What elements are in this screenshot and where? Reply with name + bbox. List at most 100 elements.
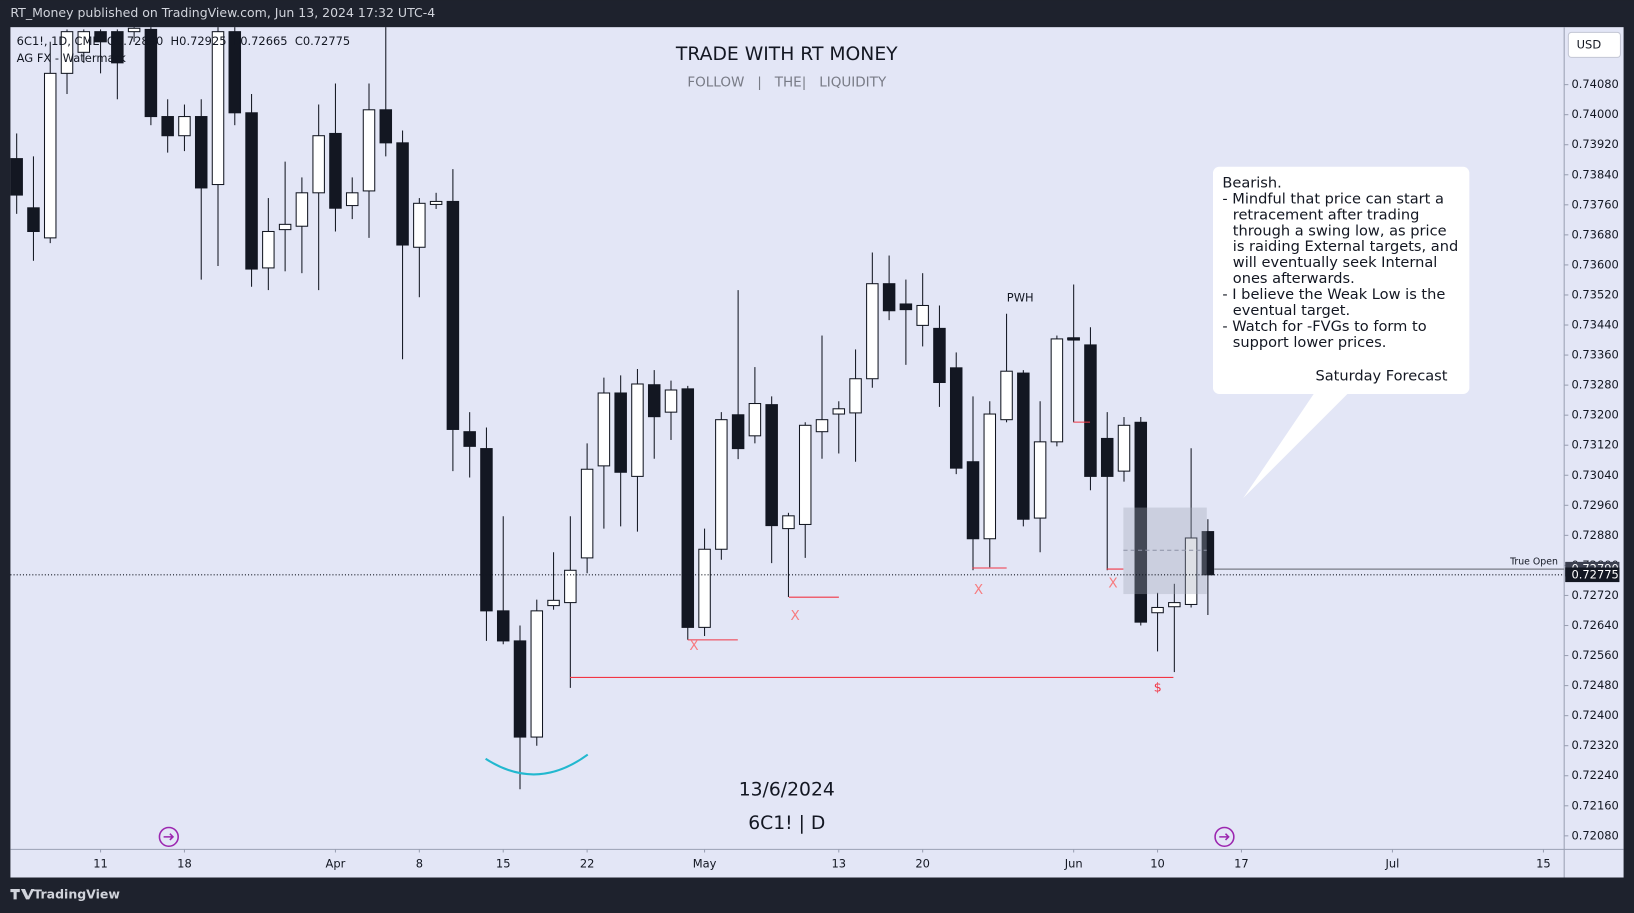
candle-body xyxy=(1117,424,1131,472)
candle-body xyxy=(933,327,946,384)
candle-body xyxy=(111,31,124,64)
candle-body xyxy=(782,515,795,530)
candle-body xyxy=(916,304,929,326)
x-tick-label: 15 xyxy=(1536,856,1551,870)
y-tick-label: 0.74080 xyxy=(1571,77,1618,91)
y-tick-label: 0.73280 xyxy=(1571,378,1618,392)
x-tick-label: May xyxy=(693,856,717,870)
callout-signature: Saturday Forecast xyxy=(1315,367,1447,384)
y-tick-label: 0.74000 xyxy=(1571,107,1618,121)
candle-body xyxy=(278,223,292,231)
candle-body xyxy=(446,200,460,430)
y-tick-label: 0.73440 xyxy=(1571,318,1618,332)
y-tick-label: 0.73200 xyxy=(1571,408,1618,422)
candle-body xyxy=(396,142,409,246)
candle-body xyxy=(798,424,812,525)
candle-body xyxy=(564,569,577,604)
currency[interactable]: USD xyxy=(1577,37,1602,51)
candle-body xyxy=(312,135,325,194)
candle-body xyxy=(161,116,174,137)
event-icon[interactable] xyxy=(1214,826,1235,848)
header: RT_Money published on TradingView.com, J… xyxy=(10,5,435,20)
candle-body xyxy=(60,31,74,74)
watermark: AG FX - Watermark xyxy=(17,51,127,65)
candle-body xyxy=(513,640,527,738)
candle-body xyxy=(1184,537,1198,605)
y-tick-label: 0.73840 xyxy=(1571,167,1618,181)
candle-body xyxy=(631,383,644,477)
candle-body xyxy=(262,230,275,269)
candle-body xyxy=(899,303,913,311)
candle-body xyxy=(614,392,627,473)
candle-body xyxy=(966,461,980,540)
candle-body xyxy=(496,610,510,642)
candle-body xyxy=(379,109,393,144)
candles xyxy=(10,27,1215,790)
y-tick-label: 0.72960 xyxy=(1571,498,1618,512)
brand: TradingView xyxy=(33,887,120,902)
candle-body xyxy=(1168,602,1181,608)
candle-body xyxy=(849,378,862,414)
callout-line: ones afterwards. xyxy=(1233,270,1355,287)
legend: 6C1!, 1D, CME O0.72890 H0.72925 L0.72665… xyxy=(17,34,351,48)
y-tick-label: 0.72560 xyxy=(1571,648,1618,662)
candle-body xyxy=(43,72,57,239)
callout-line: will eventually seek Internal xyxy=(1233,254,1438,271)
liquidity-label: $ xyxy=(1154,679,1162,694)
callout-line: - Mindful that price can start a xyxy=(1222,190,1444,207)
callout-line: - I believe the Weak Low is the xyxy=(1222,286,1445,303)
candle-body xyxy=(1100,437,1114,477)
callout-box xyxy=(1212,166,1470,394)
candle-body xyxy=(94,31,107,43)
x-tick-label: 10 xyxy=(1150,856,1165,870)
x-tick-label: Jun xyxy=(1064,856,1083,870)
candle-body xyxy=(480,448,493,612)
y-tick-label: 0.72240 xyxy=(1571,768,1618,782)
callout-line: eventual target. xyxy=(1233,302,1350,319)
x-tick-label: 13 xyxy=(831,856,846,870)
y-tick-label: 0.72720 xyxy=(1571,588,1618,602)
callout-line: is raiding External targets, and xyxy=(1233,238,1458,255)
y-tick-label: 0.73600 xyxy=(1571,257,1618,271)
candle-body xyxy=(345,192,359,207)
callout-line: support lower prices. xyxy=(1233,334,1387,351)
candle-body xyxy=(647,384,661,418)
x-tick-label: 11 xyxy=(93,856,108,870)
callout-line: retracement after trading xyxy=(1233,206,1420,223)
last-price-tag xyxy=(1565,567,1620,583)
candle-body xyxy=(295,192,309,227)
candle-body xyxy=(597,392,611,467)
candle-body xyxy=(463,431,476,447)
brand-logo xyxy=(10,888,35,900)
callout-line: - Watch for -FVGs to form to xyxy=(1222,318,1426,335)
candle-body xyxy=(211,31,225,186)
title: TRADE WITH RT MONEY xyxy=(675,44,898,65)
y-tick-label: 0.72080 xyxy=(1571,828,1618,842)
y-tick-label: 0.72400 xyxy=(1571,708,1618,722)
last-price-label: 0.72775 xyxy=(1571,567,1618,581)
candle-body xyxy=(144,28,158,118)
x-tick-label: 8 xyxy=(416,856,423,870)
y-tick-label: 0.72160 xyxy=(1571,798,1618,812)
subtitle: FOLLOW | THE| LIQUIDITY xyxy=(687,74,887,90)
candle-body xyxy=(983,413,997,540)
currency-box[interactable] xyxy=(1567,31,1621,58)
x-tick-label: 17 xyxy=(1234,856,1249,870)
event-icon[interactable] xyxy=(158,826,179,848)
candle-body xyxy=(866,283,879,380)
y-tick-label: 0.73760 xyxy=(1571,197,1618,211)
candle-body xyxy=(748,402,762,437)
candle-body xyxy=(77,31,91,53)
x-tick-label: Jul xyxy=(1385,856,1400,870)
callout-line: through a swing low, as price xyxy=(1233,222,1447,239)
true-open-name: True Open xyxy=(1509,556,1558,567)
y-tick-label: 0.73680 xyxy=(1571,227,1618,241)
candle-body xyxy=(329,132,342,209)
candle-body xyxy=(731,414,745,450)
candle-body xyxy=(10,158,23,196)
x-tick-label: Apr xyxy=(326,856,346,870)
candle-body xyxy=(765,404,778,527)
date-text: 13/6/2024 xyxy=(739,779,835,800)
candle-body xyxy=(815,419,829,433)
